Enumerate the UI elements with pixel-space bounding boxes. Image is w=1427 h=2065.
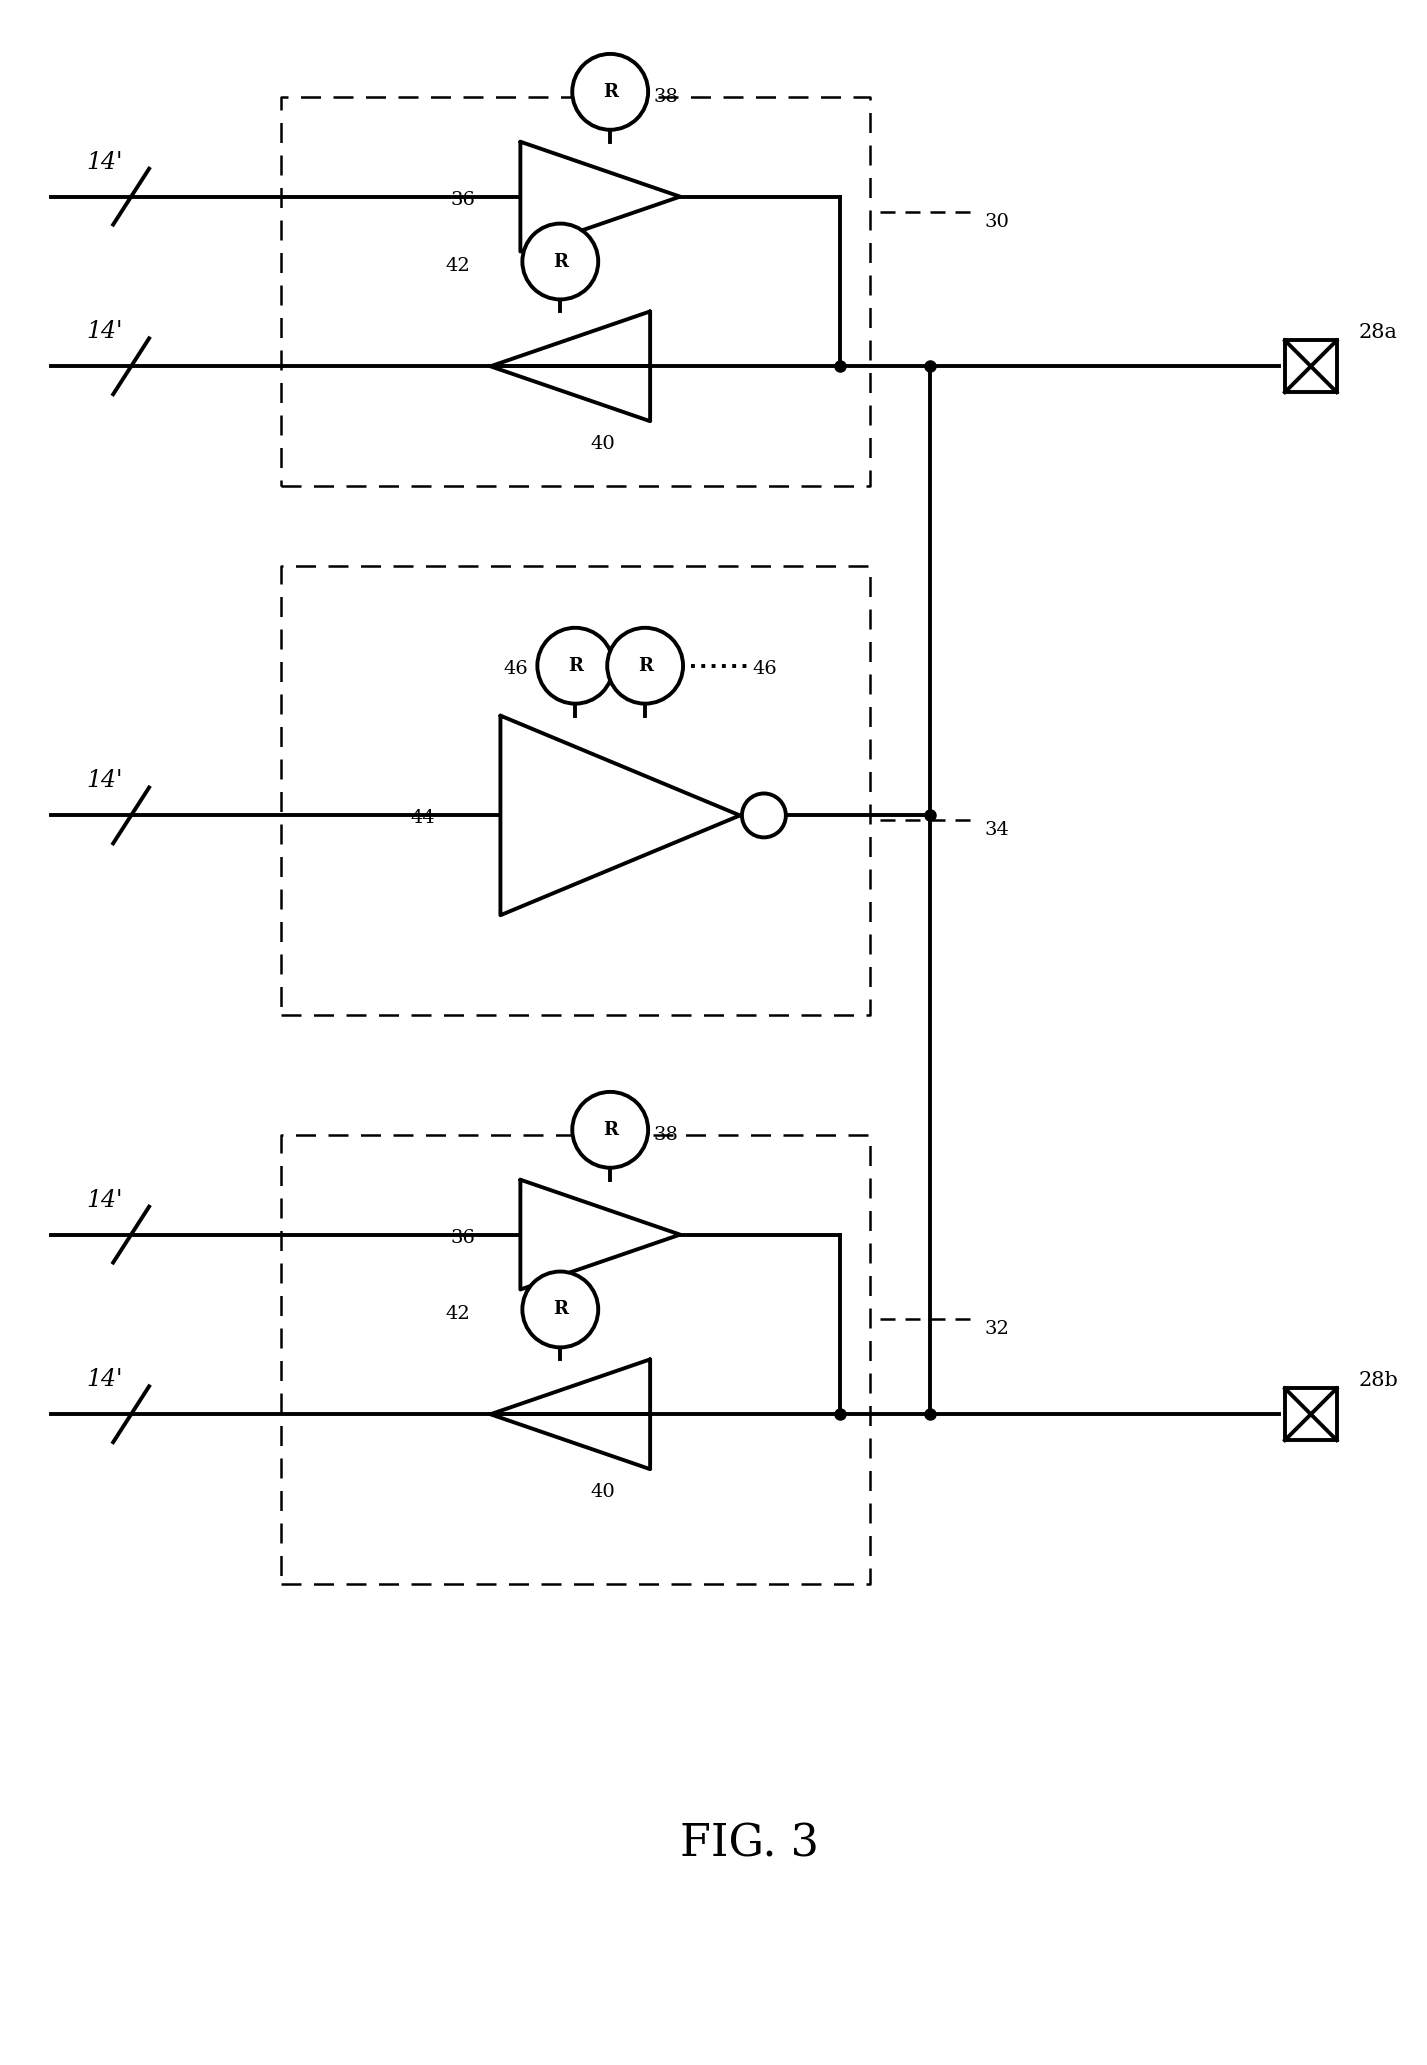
Text: 28b: 28b xyxy=(1359,1371,1398,1390)
Text: 34: 34 xyxy=(985,822,1009,838)
Circle shape xyxy=(572,1092,648,1167)
Text: 44: 44 xyxy=(411,809,435,828)
Text: 36: 36 xyxy=(451,190,475,209)
Circle shape xyxy=(522,223,598,299)
Text: 42: 42 xyxy=(445,258,471,275)
Text: 28a: 28a xyxy=(1359,324,1397,343)
Circle shape xyxy=(608,628,684,704)
Text: 36: 36 xyxy=(451,1229,475,1247)
Text: 40: 40 xyxy=(591,436,615,452)
Circle shape xyxy=(742,793,786,838)
Text: 38: 38 xyxy=(654,1125,678,1144)
Text: 14': 14' xyxy=(86,320,123,343)
Text: R: R xyxy=(552,1301,568,1317)
Circle shape xyxy=(538,628,614,704)
Text: 46: 46 xyxy=(504,659,528,677)
Text: R: R xyxy=(638,657,652,675)
Circle shape xyxy=(572,54,648,130)
Text: 14': 14' xyxy=(86,151,123,173)
Text: R: R xyxy=(602,1121,618,1138)
Text: 42: 42 xyxy=(445,1305,471,1324)
Circle shape xyxy=(522,1272,598,1346)
Text: 40: 40 xyxy=(591,1483,615,1501)
Text: 46: 46 xyxy=(753,659,778,677)
Text: 38: 38 xyxy=(654,89,678,105)
Text: R: R xyxy=(552,252,568,271)
Text: 14': 14' xyxy=(86,770,123,793)
Text: R: R xyxy=(602,83,618,101)
Text: 14': 14' xyxy=(86,1189,123,1212)
Text: R: R xyxy=(568,657,582,675)
Text: 32: 32 xyxy=(985,1320,1009,1338)
Text: FIG. 3: FIG. 3 xyxy=(681,1821,819,1865)
Text: 30: 30 xyxy=(985,213,1009,231)
Text: 14': 14' xyxy=(86,1369,123,1392)
